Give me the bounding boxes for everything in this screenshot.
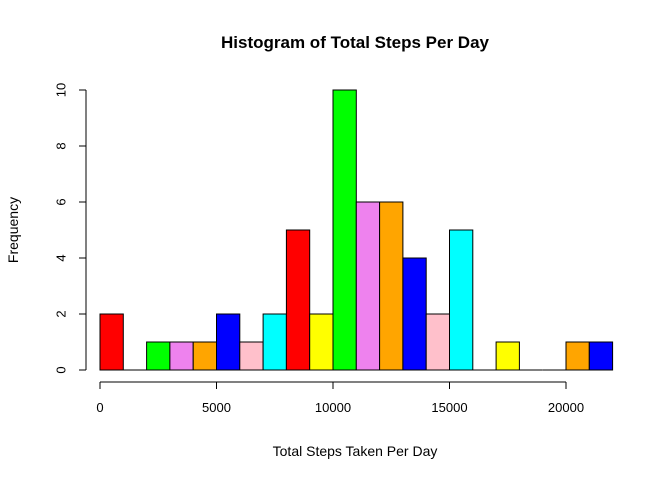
- histogram-bar: [495, 341, 520, 371]
- y-tick-label: 4: [53, 254, 68, 261]
- bars-group: [99, 89, 614, 371]
- histogram-bar: [216, 313, 241, 371]
- histogram-bar: [588, 341, 614, 371]
- y-tick-label: 10: [53, 83, 68, 97]
- y-tick-label: 6: [53, 198, 68, 205]
- y-tick-label: 8: [53, 142, 68, 149]
- histogram-bar: [425, 313, 451, 371]
- y-tick-label: 0: [53, 366, 68, 373]
- histogram-bar: [309, 313, 334, 371]
- x-tick-label: 0: [96, 400, 103, 415]
- histogram-bar: [355, 201, 381, 371]
- histogram-bar: [262, 313, 287, 371]
- histogram-bar: [239, 341, 264, 371]
- histogram-bar: [192, 341, 217, 371]
- x-tick-label: 20000: [548, 400, 584, 415]
- histogram-bar: [402, 257, 427, 371]
- histogram-bar: [146, 341, 171, 371]
- x-tick-label: 10000: [315, 400, 351, 415]
- histogram-bar: [449, 229, 474, 371]
- y-axis-label: Frequency: [5, 197, 21, 263]
- histogram-bar: [169, 341, 194, 371]
- histogram-bar: [565, 341, 590, 371]
- histogram-bar: [332, 89, 357, 371]
- y-axis: 0 2 4 6 8 10: [53, 83, 87, 374]
- y-tick-label: 2: [53, 310, 68, 317]
- histogram-bar: [379, 201, 404, 371]
- histogram-bar: [99, 313, 124, 371]
- x-tick-label: 5000: [202, 400, 231, 415]
- x-tick-label: 15000: [431, 400, 467, 415]
- x-axis-label: Total Steps Taken Per Day: [273, 443, 438, 459]
- chart-title: Histogram of Total Steps Per Day: [221, 33, 490, 52]
- histogram-bar: [285, 229, 311, 371]
- x-axis: 0 5000 10000 15000 20000: [96, 381, 584, 415]
